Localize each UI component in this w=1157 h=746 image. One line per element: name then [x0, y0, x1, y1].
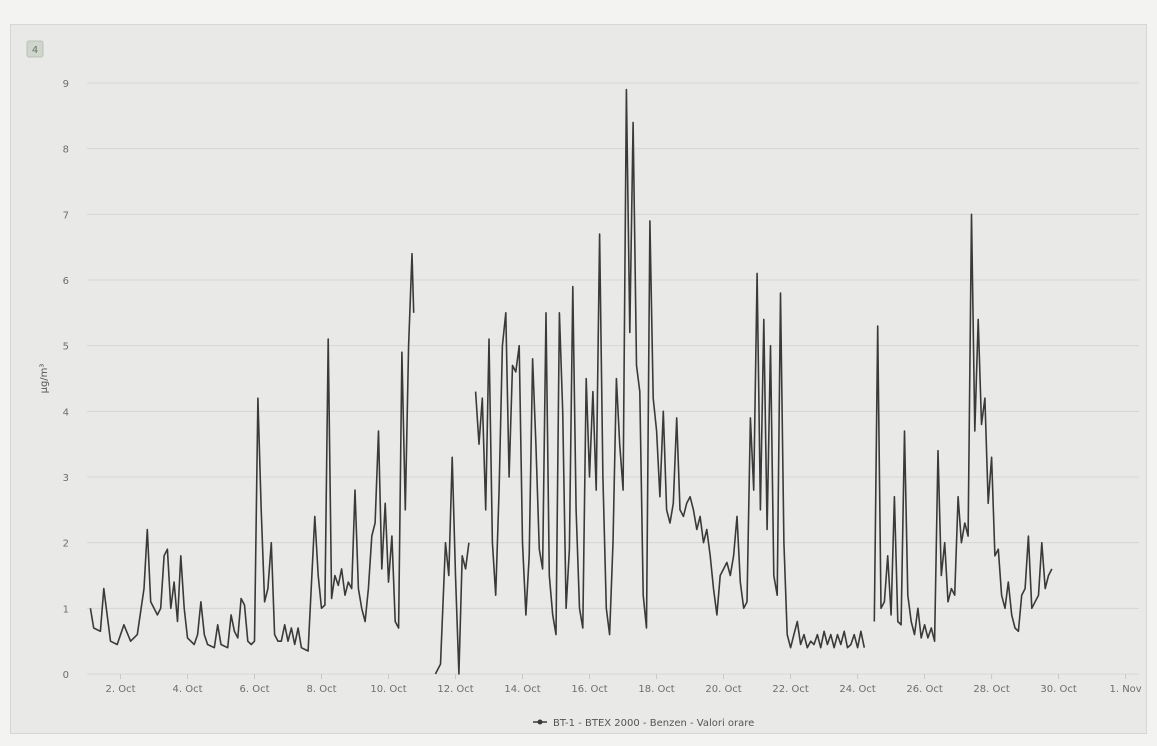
x-tick-label: 14. Oct [504, 684, 540, 695]
x-tick-label: 30. Oct [1040, 684, 1076, 695]
x-tick-label: 10. Oct [370, 684, 406, 695]
y-tick-label: 8 [63, 145, 69, 156]
x-tick-label: 16. Oct [571, 684, 607, 695]
series-line-segment-3 [474, 88, 866, 649]
y-tick-label: 3 [63, 473, 69, 484]
x-tick-label: 28. Oct [973, 684, 1009, 695]
panel-badge-label[interactable]: 4 [32, 45, 38, 56]
chart-panel: 4 0 1 2 3 4 5 6 7 8 9 2. Oct 4. Oct 6. Oct 8. Oct 10.… [10, 24, 1147, 734]
x-tick-label: 20. Oct [705, 684, 741, 695]
y-axis-label: µg/m³ [39, 364, 50, 394]
x-tick-label: 18. Oct [638, 684, 674, 695]
y-axis-ticks: 0 1 2 3 4 5 6 7 8 9 [63, 79, 69, 681]
x-tick-label: 22. Oct [772, 684, 808, 695]
y-tick-label: 1 [63, 604, 69, 615]
legend-marker [537, 719, 543, 725]
panel-badge-box[interactable] [26, 40, 44, 58]
series-line-segment-2 [434, 456, 470, 675]
legend[interactable]: BT-1 - BTEX 2000 - Benzen - Valori orare [533, 718, 754, 729]
x-axis-ticks: 2. Oct 4. Oct 6. Oct 8. Oct 10. Oct 12. Oct 14… [105, 674, 1142, 695]
legend-series-label[interactable]: BT-1 - BTEX 2000 - Benzen - Valori orare [553, 718, 754, 729]
x-tick-label: 2. Oct [105, 684, 135, 695]
x-tick-label: 6. Oct [240, 684, 270, 695]
x-tick-label: 12. Oct [437, 684, 473, 695]
y-tick-label: 7 [63, 210, 69, 221]
x-tick-label: 4. Oct [173, 684, 203, 695]
series-line-segment-4 [873, 213, 1053, 643]
grid-layer [87, 82, 1139, 675]
series-layer [89, 88, 1053, 675]
x-tick-label: 1. Nov [1109, 684, 1141, 695]
series-line-segment-1 [89, 252, 415, 652]
y-tick-label: 9 [63, 79, 69, 90]
y-tick-label: 2 [63, 539, 69, 550]
y-tick-label: 6 [63, 276, 69, 287]
x-tick-label: 24. Oct [839, 684, 875, 695]
y-tick-label: 5 [63, 342, 69, 353]
y-tick-label: 4 [63, 407, 69, 418]
x-tick-label: 26. Oct [906, 684, 942, 695]
x-tick-label: 8. Oct [307, 684, 337, 695]
y-tick-label: 0 [63, 670, 69, 681]
benzene-line-chart: 4 0 1 2 3 4 5 6 7 8 9 2. Oct 4. Oct 6. Oct 8. Oct 10.… [26, 40, 1142, 729]
